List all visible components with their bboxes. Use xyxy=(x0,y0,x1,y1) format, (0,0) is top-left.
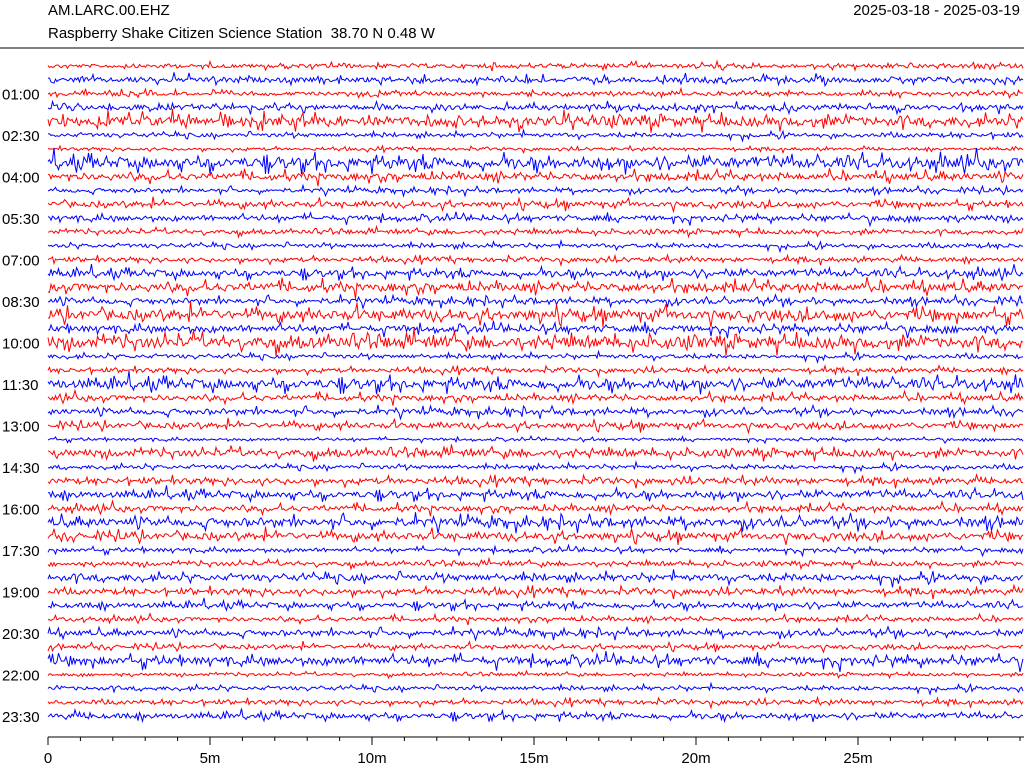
seismic-trace xyxy=(48,72,1024,88)
seismic-trace xyxy=(47,59,1024,72)
seismic-trace xyxy=(47,211,1024,228)
seismic-trace xyxy=(47,86,1024,100)
seismic-trace xyxy=(47,328,1024,357)
seismic-trace xyxy=(47,224,1024,239)
seismic-trace xyxy=(47,695,1024,710)
y-tick-label: 20:30 xyxy=(2,626,40,643)
seismic-trace xyxy=(47,183,1024,198)
seismic-trace xyxy=(47,526,1024,546)
seismic-trace xyxy=(47,388,1024,406)
seismic-trace xyxy=(47,253,1024,268)
seismic-trace xyxy=(47,435,1024,445)
seismic-trace xyxy=(47,128,1024,143)
chart-subtitle: Raspberry Shake Citizen Science Station … xyxy=(48,25,436,42)
seismic-trace xyxy=(47,640,1023,654)
seismic-trace xyxy=(47,444,1024,462)
seismic-trace xyxy=(47,708,1024,724)
seismic-trace xyxy=(47,499,1024,517)
seismic-trace xyxy=(47,264,1024,282)
seismic-trace xyxy=(47,651,1024,673)
y-tick-label: 16:00 xyxy=(2,502,40,519)
seismic-trace xyxy=(47,625,1024,642)
y-tick-label: 11:30 xyxy=(2,377,38,394)
y-tick-label: 14:30 xyxy=(2,460,40,477)
seismic-trace xyxy=(47,363,1024,378)
date-range: 2025-03-18 - 2025-03-19 xyxy=(853,2,1020,19)
seismic-trace xyxy=(47,147,1024,175)
seismic-trace xyxy=(47,276,1024,299)
y-tick-label: 19:00 xyxy=(2,585,40,602)
seismic-trace xyxy=(47,99,1024,116)
seismic-trace xyxy=(47,109,1024,133)
seismic-trace xyxy=(47,612,1024,626)
seismic-trace xyxy=(47,543,1024,558)
seismic-trace xyxy=(47,569,1024,588)
seismic-trace xyxy=(47,238,1024,254)
seismic-trace xyxy=(47,460,1024,475)
y-tick-label: 23:30 xyxy=(2,709,40,726)
seismic-trace xyxy=(47,144,1024,155)
y-tick-label: 01:00 xyxy=(2,87,40,104)
seismic-trace xyxy=(47,167,1024,187)
y-tick-label: 08:30 xyxy=(2,294,40,311)
x-tick-label: 0 xyxy=(44,750,52,767)
chart-title: AM.LARC.00.EHZ xyxy=(48,2,170,19)
seismic-trace xyxy=(47,370,1024,395)
x-tick-label: 25m xyxy=(843,750,872,767)
y-tick-label: 05:30 xyxy=(2,211,40,228)
x-tick-label: 20m xyxy=(681,750,710,767)
y-tick-label: 07:00 xyxy=(2,253,40,270)
y-tick-label: 22:00 xyxy=(2,667,40,684)
seismic-trace xyxy=(47,485,1024,503)
x-tick-label: 15m xyxy=(519,750,548,767)
seismic-trace xyxy=(47,597,1024,613)
seismic-trace xyxy=(47,301,1024,328)
seismic-trace xyxy=(47,556,1024,571)
seismic-trace xyxy=(47,417,1024,435)
x-tick-label: 10m xyxy=(357,750,386,767)
y-tick-label: 04:00 xyxy=(2,170,40,187)
seismic-trace xyxy=(47,472,1024,489)
seismic-trace xyxy=(47,349,1024,364)
seismic-trace xyxy=(47,669,1024,680)
seismic-trace xyxy=(47,681,1024,696)
y-tick-label: 17:30 xyxy=(2,543,40,560)
seismic-trace xyxy=(47,403,1024,421)
seismic-trace xyxy=(47,583,1024,600)
y-tick-label: 13:00 xyxy=(2,419,40,436)
y-tick-label: 10:00 xyxy=(2,336,40,353)
seismic-trace xyxy=(47,512,1024,534)
seismic-trace xyxy=(48,293,1023,311)
y-tick-label: 02:30 xyxy=(2,128,40,145)
seismic-trace xyxy=(47,196,1024,214)
x-tick-label: 5m xyxy=(200,750,221,767)
seismic-trace xyxy=(47,320,1024,339)
